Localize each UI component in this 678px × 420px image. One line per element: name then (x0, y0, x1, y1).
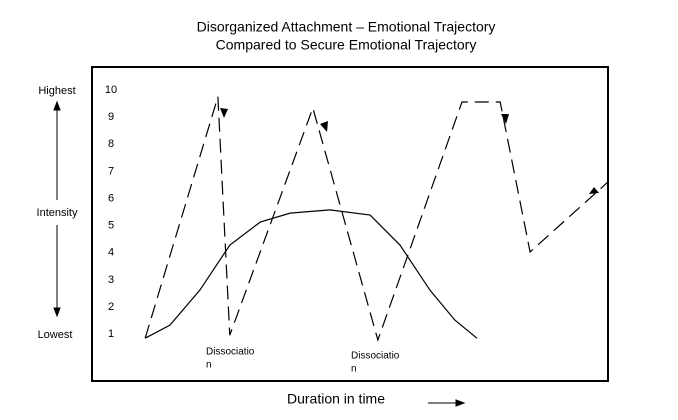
y-top-label: Highest (38, 85, 75, 97)
y-tick-label: 9 (108, 111, 114, 123)
y-tick-label: 10 (105, 84, 117, 96)
arrow-head (589, 187, 599, 194)
x-axis-label: Duration in time (287, 391, 385, 407)
chart-title: Disorganized Attachment – Emotional Traj… (197, 19, 496, 35)
solid-line (144, 209, 478, 339)
y-tick-label: 6 (108, 192, 114, 204)
y-axis-label: Intensity (37, 207, 78, 219)
y-bottom-label: Lowest (38, 329, 73, 341)
annotation: Dissociatio (351, 351, 400, 362)
annotation: n (351, 364, 357, 375)
arrow-head (220, 108, 228, 118)
y-tick-label: 7 (108, 165, 114, 177)
y-tick-label: 2 (108, 301, 114, 313)
dashed-line (144, 96, 609, 343)
annotation: Dissociatio (206, 347, 255, 358)
arrow-head (53, 100, 61, 111)
y-tick-label: 1 (108, 328, 114, 340)
arrow-head (320, 121, 328, 132)
arrow-head (501, 114, 509, 124)
y-tick-label: 8 (108, 138, 114, 150)
chart-title: Compared to Secure Emotional Trajectory (216, 37, 477, 53)
y-tick-label: 5 (108, 220, 114, 232)
annotation: n (206, 360, 212, 371)
y-tick-label: 4 (108, 247, 114, 259)
arrow-head (53, 307, 61, 318)
arrow-head (455, 399, 466, 407)
trajectory-arrowheads (220, 108, 599, 194)
y-tick-label: 3 (108, 274, 114, 286)
y-arrows (53, 100, 61, 318)
plot-frame (91, 66, 609, 382)
x-arrow (428, 399, 466, 407)
